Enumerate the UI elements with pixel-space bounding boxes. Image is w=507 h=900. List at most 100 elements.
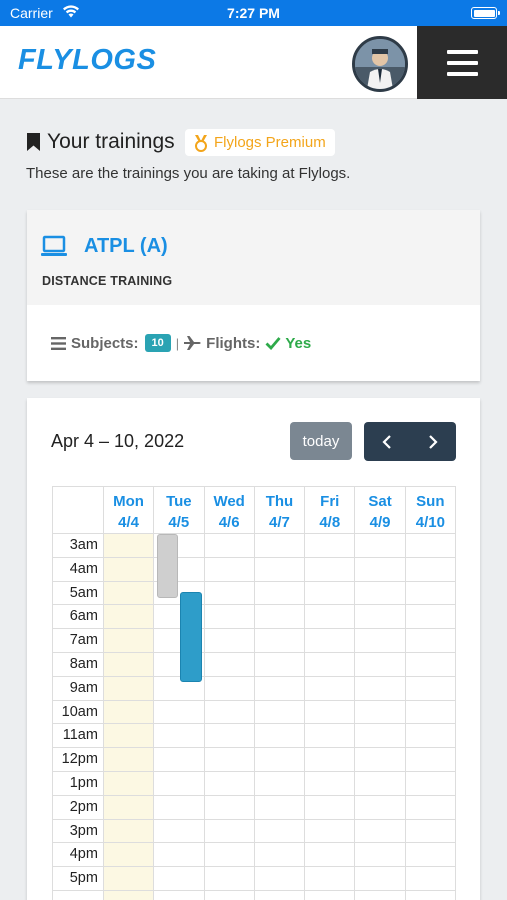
time-slot[interactable] bbox=[103, 581, 155, 605]
time-slot[interactable] bbox=[103, 605, 155, 629]
time-slot[interactable] bbox=[205, 724, 255, 748]
time-slot[interactable] bbox=[305, 724, 356, 748]
time-slot[interactable] bbox=[205, 748, 255, 771]
time-slot[interactable] bbox=[305, 581, 356, 605]
time-slot[interactable] bbox=[255, 629, 306, 652]
time-slot[interactable] bbox=[406, 605, 456, 629]
time-slot[interactable] bbox=[154, 557, 205, 581]
time-slot[interactable] bbox=[406, 557, 456, 581]
time-slot[interactable] bbox=[406, 795, 456, 819]
time-slot[interactable] bbox=[103, 652, 155, 676]
time-slot[interactable] bbox=[205, 795, 255, 819]
time-slot[interactable] bbox=[205, 843, 255, 867]
time-slot[interactable] bbox=[305, 605, 356, 629]
time-slot[interactable] bbox=[255, 748, 306, 771]
hamburger-menu-button[interactable] bbox=[417, 26, 507, 99]
time-slot[interactable] bbox=[255, 771, 306, 795]
day-header[interactable]: Wed 4/6 bbox=[205, 487, 255, 533]
time-slot[interactable] bbox=[154, 819, 205, 843]
time-slot[interactable] bbox=[355, 676, 406, 700]
time-slot[interactable] bbox=[103, 629, 155, 652]
today-button[interactable]: today bbox=[290, 422, 352, 460]
time-slot[interactable] bbox=[205, 867, 255, 890]
time-slot[interactable] bbox=[355, 700, 406, 724]
time-slot[interactable] bbox=[205, 557, 255, 581]
time-slot[interactable] bbox=[406, 748, 456, 771]
time-slot[interactable] bbox=[255, 819, 306, 843]
time-slot[interactable] bbox=[305, 629, 356, 652]
time-slot[interactable] bbox=[406, 819, 456, 843]
time-slot[interactable] bbox=[103, 534, 155, 557]
time-slot[interactable] bbox=[103, 724, 155, 748]
time-slot[interactable] bbox=[355, 890, 406, 900]
time-slot[interactable] bbox=[154, 605, 205, 629]
time-slot[interactable] bbox=[154, 795, 205, 819]
next-week-button[interactable] bbox=[410, 422, 456, 461]
time-slot[interactable] bbox=[255, 700, 306, 724]
time-slot[interactable] bbox=[406, 867, 456, 890]
time-slot[interactable] bbox=[205, 700, 255, 724]
day-header[interactable]: Fri 4/8 bbox=[305, 487, 356, 533]
time-slot[interactable] bbox=[205, 676, 255, 700]
day-header[interactable]: Sat 4/9 bbox=[355, 487, 406, 533]
time-slot[interactable] bbox=[255, 724, 306, 748]
time-slot[interactable] bbox=[355, 724, 406, 748]
time-slot[interactable] bbox=[406, 652, 456, 676]
training-name[interactable]: ATPL (A) bbox=[84, 235, 168, 257]
time-slot[interactable] bbox=[255, 795, 306, 819]
time-slot[interactable] bbox=[103, 843, 155, 867]
time-slot[interactable] bbox=[305, 771, 356, 795]
day-header[interactable]: Tue 4/5 bbox=[154, 487, 205, 533]
day-header[interactable]: Mon 4/4 bbox=[104, 487, 155, 533]
training-card[interactable]: ATPL (A) DISTANCE TRAINING Subjects: 10 … bbox=[27, 210, 480, 381]
time-slot[interactable] bbox=[255, 843, 306, 867]
time-slot[interactable] bbox=[205, 605, 255, 629]
time-slot[interactable] bbox=[406, 581, 456, 605]
time-slot[interactable] bbox=[406, 843, 456, 867]
time-slot[interactable] bbox=[406, 700, 456, 724]
day-header[interactable]: Sun 4/10 bbox=[406, 487, 456, 533]
time-slot[interactable] bbox=[355, 652, 406, 676]
time-slot[interactable] bbox=[355, 867, 406, 890]
time-slot[interactable] bbox=[406, 771, 456, 795]
time-slot[interactable] bbox=[305, 700, 356, 724]
time-slot[interactable] bbox=[355, 534, 406, 557]
time-slot[interactable] bbox=[255, 581, 306, 605]
time-slot[interactable] bbox=[255, 652, 306, 676]
time-slot[interactable] bbox=[103, 557, 155, 581]
time-slot[interactable] bbox=[205, 890, 255, 900]
calendar-event[interactable] bbox=[180, 592, 202, 682]
time-slot[interactable] bbox=[406, 890, 456, 900]
time-slot[interactable] bbox=[305, 557, 356, 581]
time-slot[interactable] bbox=[103, 771, 155, 795]
time-slot[interactable] bbox=[255, 557, 306, 581]
time-slot[interactable] bbox=[305, 819, 356, 843]
time-slot[interactable] bbox=[103, 795, 155, 819]
time-slot[interactable] bbox=[103, 748, 155, 771]
time-slot[interactable] bbox=[355, 581, 406, 605]
time-slot[interactable] bbox=[154, 676, 205, 700]
time-slot[interactable] bbox=[154, 629, 205, 652]
time-slot[interactable] bbox=[205, 819, 255, 843]
time-slot[interactable] bbox=[355, 843, 406, 867]
time-slot[interactable] bbox=[255, 534, 306, 557]
time-slot[interactable] bbox=[255, 605, 306, 629]
time-slot[interactable] bbox=[355, 629, 406, 652]
time-slot[interactable] bbox=[305, 867, 356, 890]
time-slot[interactable] bbox=[305, 676, 356, 700]
time-slot[interactable] bbox=[103, 676, 155, 700]
day-header[interactable]: Thu 4/7 bbox=[255, 487, 306, 533]
premium-badge[interactable]: Flylogs Premium bbox=[185, 129, 335, 156]
time-slot[interactable] bbox=[355, 748, 406, 771]
time-slot[interactable] bbox=[355, 771, 406, 795]
time-slot[interactable] bbox=[154, 748, 205, 771]
time-slot[interactable] bbox=[154, 843, 205, 867]
calendar-event[interactable] bbox=[157, 534, 178, 598]
time-slot[interactable] bbox=[154, 581, 205, 605]
time-slot[interactable] bbox=[305, 748, 356, 771]
time-slot[interactable] bbox=[154, 867, 205, 890]
time-slot[interactable] bbox=[305, 890, 356, 900]
time-slot[interactable] bbox=[205, 581, 255, 605]
time-slot[interactable] bbox=[154, 534, 205, 557]
time-slot[interactable] bbox=[255, 890, 306, 900]
